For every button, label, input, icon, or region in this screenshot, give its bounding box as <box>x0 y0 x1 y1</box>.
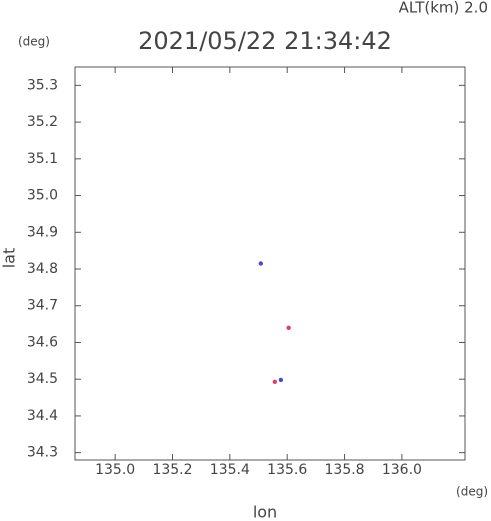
point <box>258 261 264 266</box>
y-tick-label: 35.0 <box>27 188 58 204</box>
y-tick-label: 35.1 <box>27 151 58 167</box>
x-tick-label: 136.0 <box>382 462 422 478</box>
y-tick-label: 34.5 <box>27 371 58 387</box>
y-tick-label: 34.8 <box>27 261 58 277</box>
y-tick-label: 34.3 <box>27 445 58 461</box>
x-axis-label: lon <box>253 503 277 521</box>
x-tick-label: 135.8 <box>325 462 365 478</box>
chart-title: 2021/05/22 21:34:42 <box>138 27 392 55</box>
y-tick-label: 34.6 <box>27 334 58 350</box>
altitude-label: ALT(km) 2.0 <box>399 0 488 17</box>
point <box>278 377 284 383</box>
plot-frame <box>74 66 466 461</box>
y-tick-label: 34.9 <box>27 224 58 240</box>
y-tick-label: 35.3 <box>27 77 58 93</box>
x-tick-label: 135.2 <box>152 462 192 478</box>
y-tick-label: 35.2 <box>27 114 58 130</box>
y-unit: (deg) <box>18 35 50 49</box>
x-unit: (deg) <box>456 485 488 499</box>
x-tick-label: 135.6 <box>267 462 307 478</box>
y-axis-label: lat <box>0 248 19 269</box>
x-tick-label: 135.4 <box>210 462 250 478</box>
y-tick-label: 34.7 <box>27 298 58 314</box>
x-tick-label: 135.0 <box>95 462 135 478</box>
y-tick-label: 34.4 <box>27 408 58 424</box>
point <box>286 325 291 330</box>
point <box>272 379 278 384</box>
